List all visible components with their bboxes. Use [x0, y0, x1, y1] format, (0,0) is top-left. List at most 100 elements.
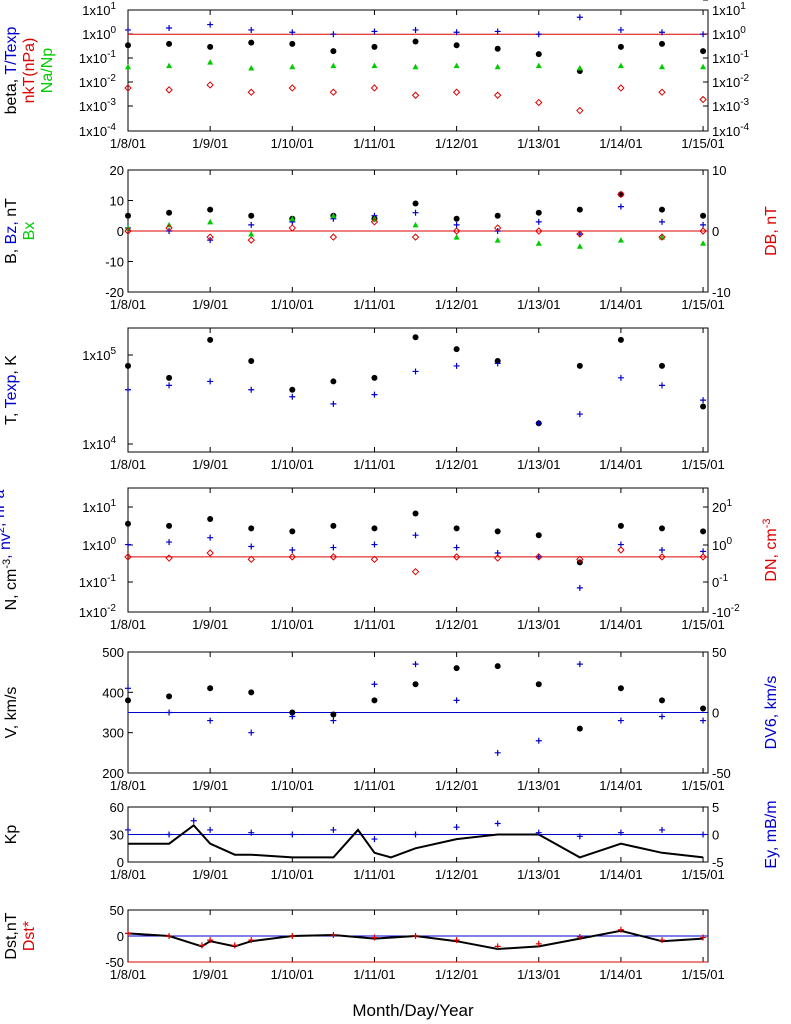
data-point — [206, 81, 214, 89]
y2-tick-label: -5 — [712, 855, 724, 870]
data-point — [370, 84, 379, 92]
data-point — [412, 38, 419, 45]
data-point — [288, 84, 297, 92]
data-point — [412, 532, 419, 539]
x-tick-label: 1/8/01 — [110, 457, 146, 472]
y2-tick-label: 100 — [712, 536, 732, 553]
y-tick-label: 10 — [110, 194, 124, 209]
y2-tick-label: 1x10-4 — [712, 122, 750, 139]
data-point — [617, 237, 624, 243]
data-point — [248, 65, 255, 71]
data-point — [371, 541, 378, 548]
data-point — [576, 362, 583, 369]
y2-tick-label: 0 — [712, 706, 719, 721]
data-point — [125, 520, 131, 527]
x-tick-label: 1/9/01 — [192, 457, 228, 472]
data-point — [166, 25, 173, 32]
data-point — [207, 937, 214, 944]
data-point — [330, 400, 337, 407]
data-point — [535, 553, 542, 560]
data-point — [330, 931, 337, 938]
y-tick-label: 1x100 — [82, 25, 116, 42]
data-point — [658, 382, 665, 389]
x-tick-label: 1/10/01 — [271, 967, 314, 982]
data-point — [658, 547, 665, 553]
data-point — [412, 334, 419, 341]
y2-tick-label: -10-2 — [712, 603, 740, 620]
data-point — [494, 820, 501, 827]
x-tick-label: 1/15/01 — [681, 867, 724, 882]
series-black — [128, 823, 704, 859]
data-point — [165, 554, 173, 562]
x-tick-label: 1/14/01 — [599, 297, 642, 312]
data-point — [289, 933, 296, 939]
data-point — [576, 206, 583, 213]
x-axis-label: Month/Day/Year — [352, 1001, 474, 1020]
data-point — [700, 934, 707, 941]
series-black — [125, 510, 707, 566]
data-point — [330, 717, 337, 724]
data-point — [617, 829, 624, 836]
y-tick-label: 0 — [117, 855, 124, 870]
series-green — [125, 59, 707, 71]
panel-3: 1x105 1x104 1/8/01 1/9/01 1/10/01 1/11/01 1/12… — [82, 327, 725, 472]
data-point — [700, 528, 707, 535]
data-point — [535, 62, 542, 69]
data-point — [700, 397, 707, 404]
panel-7: 50 0 -501/8/01 1/9/01 1/10/01 1/11/01 1/12/01 1… — [105, 903, 725, 982]
data-point — [535, 829, 542, 836]
data-point — [166, 374, 173, 381]
data-point — [412, 831, 419, 838]
x-tick-label: 1/11/01 — [353, 617, 395, 632]
data-point — [576, 725, 583, 732]
y-tick-label: 400 — [102, 685, 124, 700]
y2-tick-label: 0-1 — [712, 573, 729, 590]
data-point — [658, 40, 665, 47]
x-tick-label: 1/10/01 — [271, 617, 314, 632]
data-point — [166, 709, 173, 716]
y-axis-label: beta, T/Texp — [3, 27, 20, 115]
data-point — [700, 31, 707, 38]
data-point — [289, 29, 296, 36]
y-tick-label: 1x104 — [82, 435, 116, 452]
data-point — [617, 522, 624, 529]
data-point — [576, 661, 583, 668]
x-tick-label: 1/11/01 — [353, 297, 395, 312]
series-red — [124, 546, 707, 576]
data-point — [330, 544, 337, 551]
data-point — [207, 516, 214, 522]
series-black — [125, 663, 707, 732]
data-point — [207, 21, 214, 28]
data-point — [248, 543, 255, 550]
data-point — [700, 212, 707, 219]
x-tick-label: 1/9/01 — [192, 617, 228, 632]
data-point — [453, 665, 460, 672]
x-tick-label: 1/9/01 — [192, 867, 228, 882]
series-red — [124, 190, 707, 244]
x-tick-label: 1/10/01 — [271, 457, 314, 472]
data-point — [289, 831, 296, 838]
panel-6: 60 30 0 5 0 -5 1/8/01 1/9/01 1/10/01 1/11/01 1/12/… — [110, 800, 725, 882]
data-point — [658, 697, 665, 704]
y2-tick-label: -20 — [712, 0, 731, 3]
data-point — [207, 336, 214, 343]
data-point — [535, 737, 542, 744]
x-tick-label: 1/15/01 — [681, 457, 724, 472]
data-point — [125, 826, 131, 833]
data-point — [248, 829, 255, 836]
data-point — [330, 378, 337, 385]
data-point — [166, 522, 173, 529]
data-point — [248, 729, 255, 736]
series-blue — [125, 14, 707, 38]
data-point — [248, 231, 255, 237]
data-point — [231, 942, 238, 949]
data-point — [207, 378, 214, 385]
data-point — [248, 26, 255, 33]
data-point — [289, 713, 296, 720]
data-point — [247, 88, 255, 96]
data-point — [412, 63, 419, 70]
x-tick-label: 1/14/01 — [599, 457, 642, 472]
y-tick-label: 50 — [110, 903, 124, 918]
data-point — [329, 553, 338, 561]
data-point — [289, 393, 296, 400]
